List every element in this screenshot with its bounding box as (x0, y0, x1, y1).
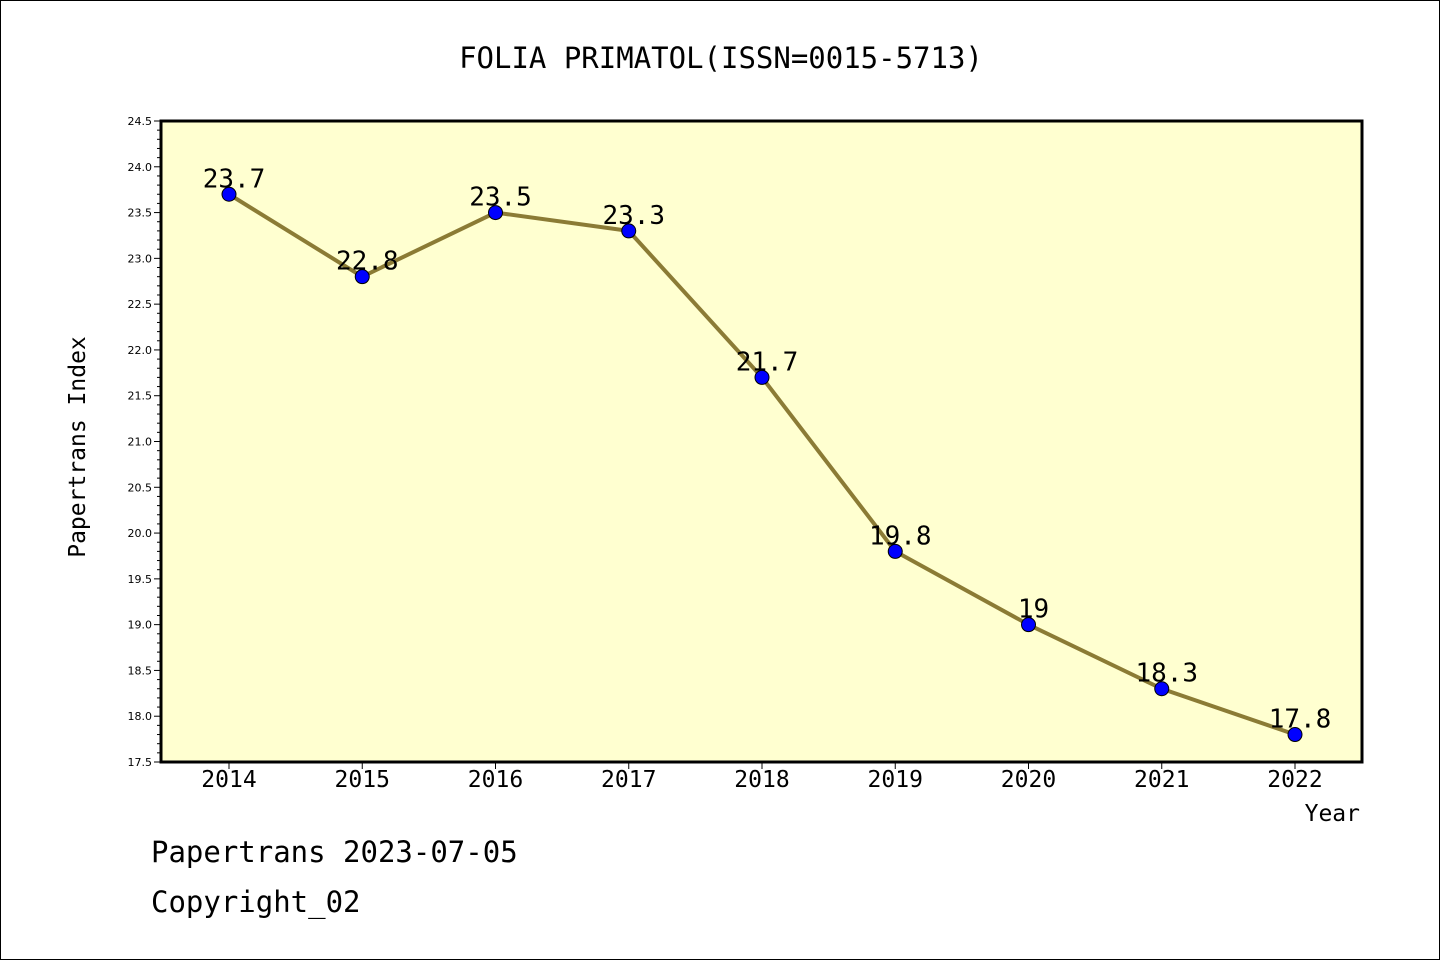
generated-date-text: Papertrans 2023-07-05 (151, 835, 518, 869)
x-tick-label: 2020 (1001, 767, 1056, 793)
data-point (221, 186, 237, 202)
data-label: 23.5 (469, 183, 532, 213)
series-layer: 23.7 22.8 23.5 23.3 21.7 19.8 19 18.3 17.8 (203, 164, 1332, 743)
data-label: 19.8 (869, 521, 932, 551)
y-tick-label: 19.0 (128, 619, 153, 632)
y-tick-label: 23.0 (128, 252, 153, 265)
data-point (754, 369, 770, 385)
x-tick-label: 2017 (601, 767, 656, 793)
data-label: 18.3 (1135, 659, 1198, 689)
data-point (354, 269, 370, 285)
y-tick-label: 21.5 (128, 390, 153, 403)
y-tick-label: 20.0 (128, 527, 153, 540)
y-tick-label: 24.5 (128, 115, 153, 128)
data-point (488, 205, 503, 221)
data-label: 23.7 (203, 164, 266, 194)
y-tick-label: 23.5 (128, 207, 153, 220)
data-label: 23.3 (602, 201, 665, 231)
x-tick-label: 2014 (201, 767, 256, 793)
y-axis-label: Papertrans Index (65, 336, 91, 558)
copyright-text: Copyright_02 (151, 885, 361, 919)
y-tick-label: 18.0 (128, 710, 153, 723)
x-tick-label: 2018 (734, 767, 789, 793)
data-point (1021, 617, 1036, 633)
data-point (1287, 727, 1303, 743)
y-tick-label: 17.5 (128, 756, 153, 769)
y-axis: 17.5 18.0 18.5 19.0 19.5 20.0 20.5 21.0 21.5 22.0… (128, 115, 161, 769)
y-tick-label: 24.0 (128, 161, 153, 174)
x-tick-label: 2019 (868, 767, 923, 793)
data-label: 21.7 (736, 347, 799, 377)
y-tick-label: 22.0 (128, 344, 153, 357)
y-tick-label: 20.5 (128, 481, 153, 494)
x-axis-label: Year (1305, 801, 1360, 827)
x-axis: 2014 2015 2016 2017 2018 2019 2020 2021 2022 (201, 762, 1323, 793)
x-tick-label: 2015 (335, 767, 390, 793)
x-tick-label: 2021 (1134, 767, 1189, 793)
data-point (887, 543, 903, 559)
plot-area (159, 119, 1364, 764)
x-tick-label: 2022 (1267, 767, 1322, 793)
data-label: 17.8 (1269, 705, 1332, 735)
y-tick-label: 21.0 (128, 436, 153, 449)
y-tick-label: 19.5 (128, 573, 153, 586)
data-point (621, 223, 637, 239)
y-tick-label: 18.5 (128, 664, 153, 677)
data-label: 19 (1018, 595, 1049, 625)
y-tick-label: 22.5 (128, 298, 153, 311)
data-label: 22.8 (336, 247, 399, 277)
chart-title: FOLIA PRIMATOL(ISSN=0015-5713) (459, 41, 983, 75)
data-point (1154, 681, 1170, 697)
x-tick-label: 2016 (468, 767, 523, 793)
